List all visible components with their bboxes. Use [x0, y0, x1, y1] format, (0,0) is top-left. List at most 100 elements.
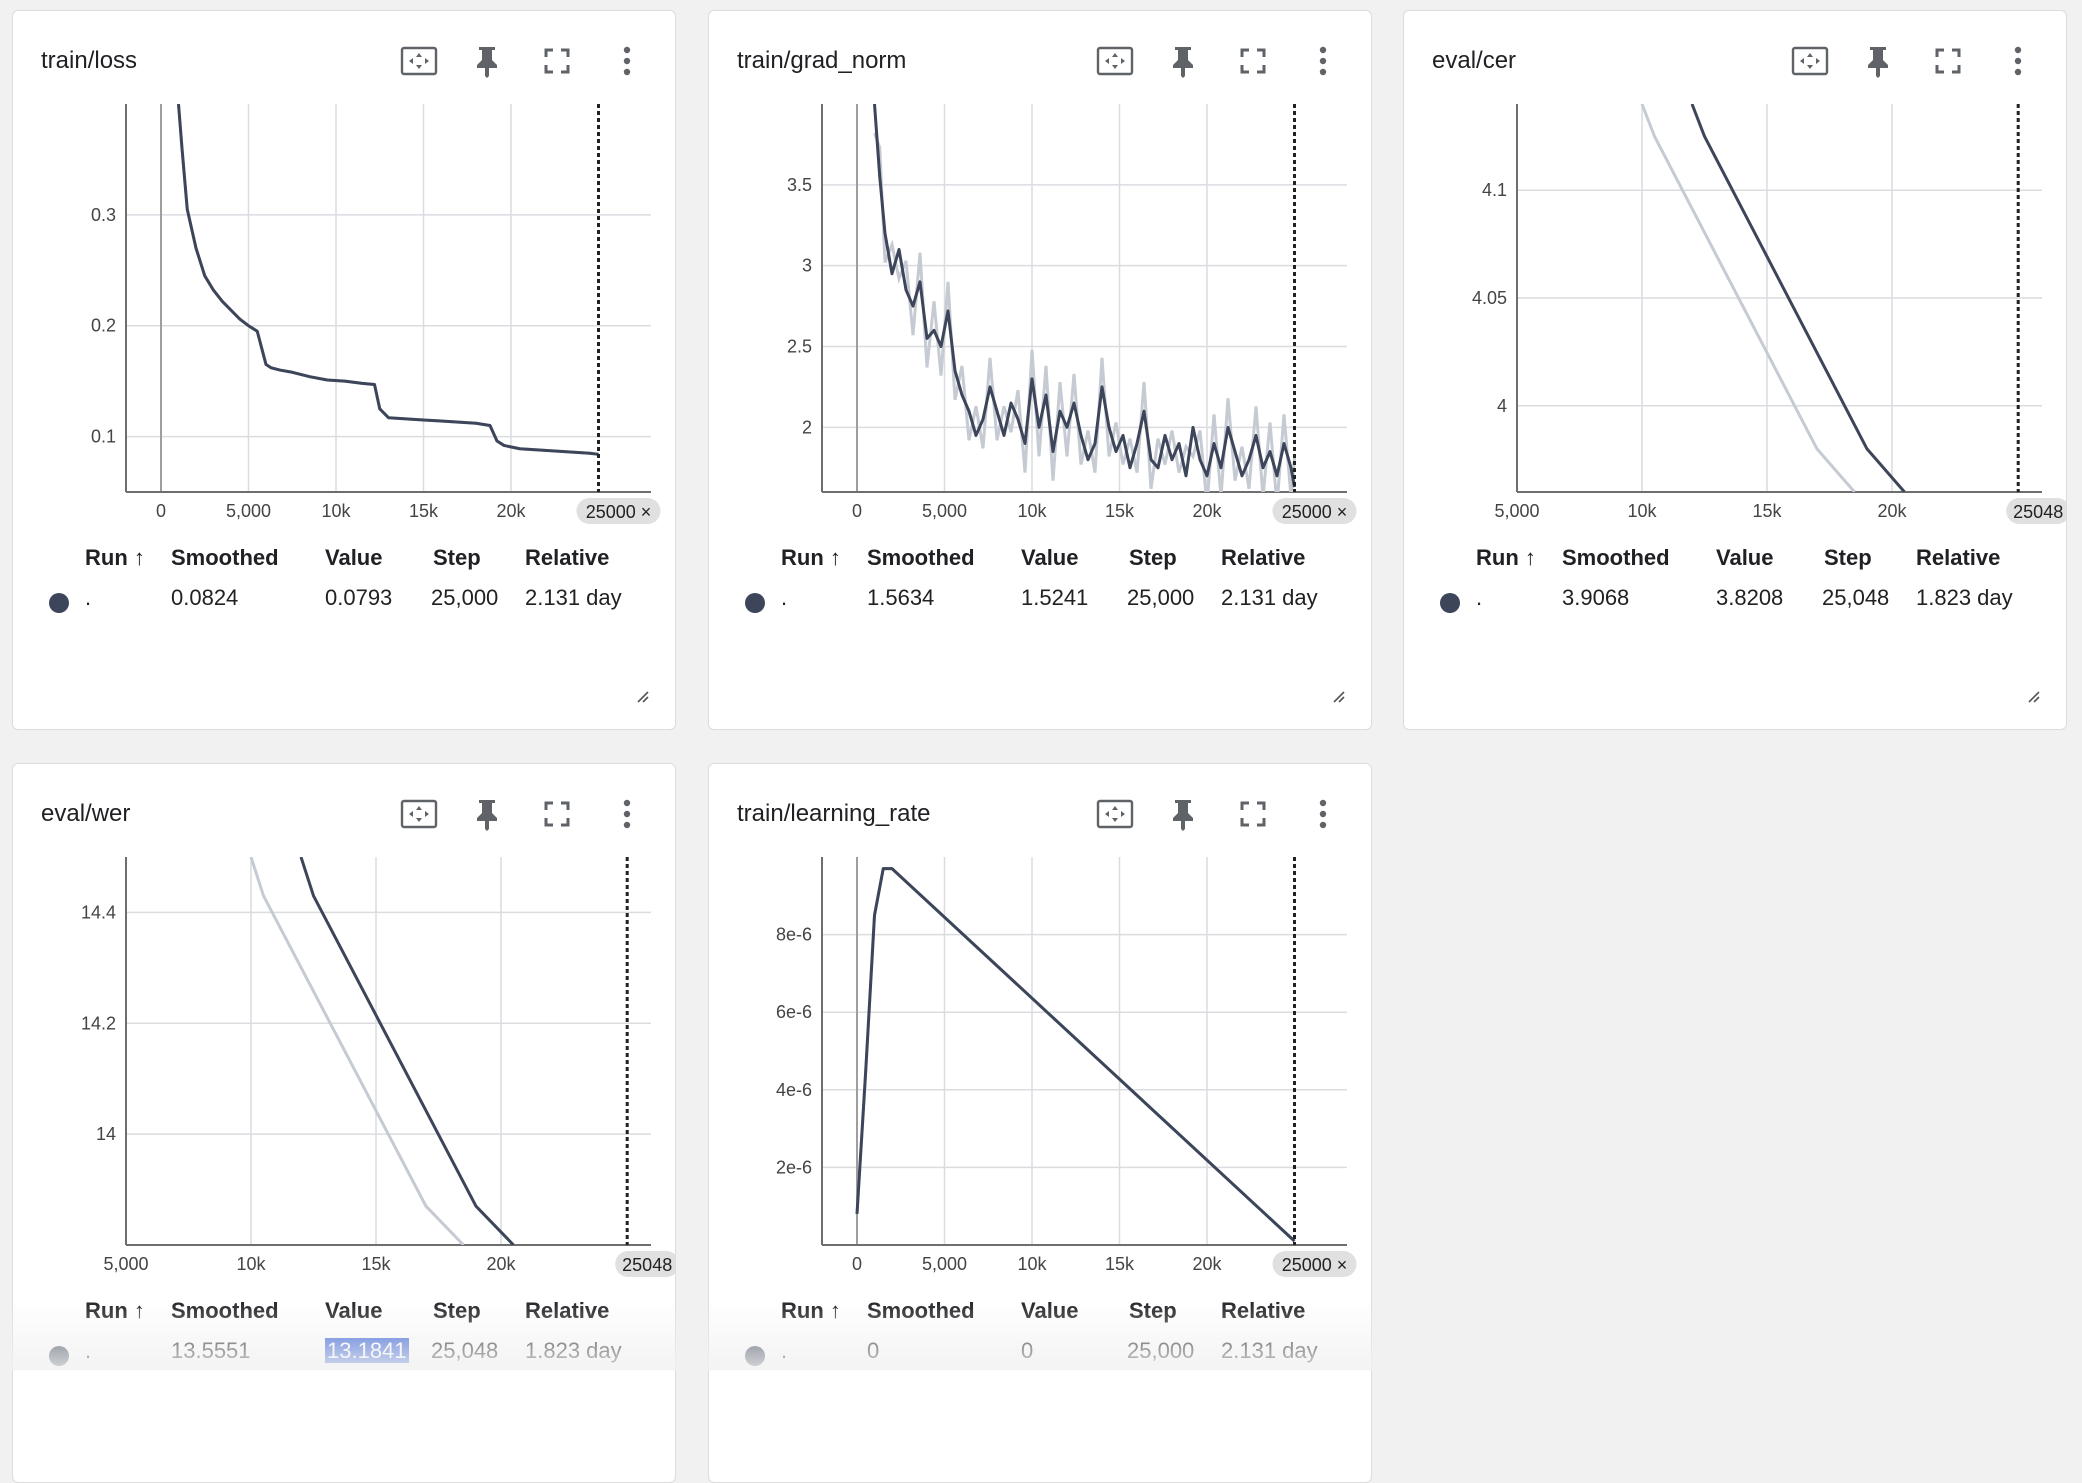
card-title: train/grad_norm [737, 47, 907, 74]
more-vert-icon[interactable] [1301, 39, 1345, 83]
fullscreen-icon[interactable] [535, 792, 579, 836]
header-relative[interactable]: Relative [525, 1298, 610, 1323]
header-step[interactable]: Step [433, 1298, 481, 1323]
step-marker-label: 25048 [622, 1255, 672, 1275]
header-run[interactable]: Run ↑ [781, 1298, 841, 1323]
series-raw-line [1640, 104, 1856, 492]
fit-domain-icon[interactable] [1093, 792, 1137, 836]
y-tick-label: 4 [1497, 396, 1507, 416]
x-tick-label: 20k [1877, 501, 1907, 521]
header-relative[interactable]: Relative [1916, 545, 2001, 570]
header-value[interactable]: Value [325, 1298, 383, 1323]
y-tick-label: 8e-6 [776, 925, 812, 945]
series-smoothed-line [873, 104, 1296, 488]
selected-value-text[interactable]: 13.1841 [325, 1338, 409, 1363]
header-smoothed[interactable]: Smoothed [867, 545, 975, 570]
header-value[interactable]: Value [1021, 1298, 1079, 1323]
card-train-grad-norm: train/grad_norm 0 5,000 10k 15k 20k 2 2.5 3 3.5 2… [708, 10, 1372, 730]
pin-icon[interactable] [1161, 39, 1205, 83]
header-run[interactable]: Run ↑ [85, 1298, 145, 1323]
x-tick-label: 5,000 [103, 1254, 148, 1274]
pin-icon[interactable] [1856, 39, 1900, 83]
chart-train-grad-norm[interactable]: 0 5,000 10k 15k 20k 2 2.5 3 3.5 25000 × [709, 99, 1372, 539]
cell-run: . [781, 1338, 788, 1363]
cell-step: 25,000 [1127, 1338, 1195, 1363]
x-tick-label: 10k [321, 501, 351, 521]
run-color-dot [745, 1346, 765, 1366]
more-vert-icon[interactable] [1301, 792, 1345, 836]
resize-handle-icon[interactable] [2026, 689, 2040, 703]
fullscreen-icon[interactable] [1231, 792, 1275, 836]
fit-domain-icon[interactable] [1788, 39, 1832, 83]
series-smoothed-line [299, 857, 515, 1245]
header-step[interactable]: Step [1129, 545, 1177, 570]
chart-train-learning-rate[interactable]: 0 5,000 10k 15k 20k 2e-6 4e-6 6e-6 8e-6 25000 × [709, 852, 1372, 1292]
y-tick-label: 14 [96, 1124, 116, 1144]
cell-relative: 1.823 day [525, 1338, 622, 1363]
x-tick-label: 0 [852, 1254, 862, 1274]
header-step[interactable]: Step [433, 545, 481, 570]
header-smoothed[interactable]: Smoothed [867, 1298, 975, 1323]
step-marker-chip[interactable]: 25048 [2006, 498, 2067, 524]
x-tick-label: 5,000 [922, 501, 967, 521]
more-vert-icon[interactable] [605, 39, 649, 83]
header-run[interactable]: Run ↑ [85, 545, 145, 570]
cell-smoothed: 0.0824 [171, 585, 239, 610]
run-color-dot [49, 1346, 69, 1366]
chart-eval-wer[interactable]: 5,000 10k 15k 20k 14 14.2 14.4 25048 [13, 852, 676, 1292]
resize-handle-icon[interactable] [635, 689, 649, 703]
resize-handle-icon[interactable] [1331, 689, 1345, 703]
more-vert-icon[interactable] [1996, 39, 2040, 83]
header-step[interactable]: Step [1824, 545, 1872, 570]
fit-domain-icon[interactable] [397, 792, 441, 836]
header-step[interactable]: Step [1129, 1298, 1177, 1323]
cell-step: 25,000 [1127, 585, 1195, 610]
cell-relative: 2.131 day [1221, 1338, 1318, 1363]
pin-icon[interactable] [465, 39, 509, 83]
fullscreen-icon[interactable] [535, 39, 579, 83]
header-value[interactable]: Value [325, 545, 383, 570]
cell-run: . [781, 585, 788, 610]
fit-domain-icon[interactable] [397, 39, 441, 83]
card-title: eval/cer [1432, 47, 1517, 74]
header-smoothed[interactable]: Smoothed [171, 1298, 279, 1323]
step-marker-chip[interactable]: 25000 × [1272, 1251, 1357, 1277]
card-train-loss: train/loss 0 5,000 10k 15k 20k 0.1 0.2 0.3 25000… [12, 10, 676, 730]
header-run[interactable]: Run ↑ [1476, 545, 1536, 570]
header-value[interactable]: Value [1716, 545, 1774, 570]
y-tick-label: 2.5 [787, 337, 812, 357]
header-relative[interactable]: Relative [1221, 545, 1306, 570]
y-tick-label: 4.05 [1472, 288, 1507, 308]
x-tick-label: 10k [1017, 501, 1047, 521]
cell-step: 25,048 [431, 1338, 499, 1363]
fullscreen-icon[interactable] [1926, 39, 1970, 83]
step-marker-label: 25000 × [586, 502, 652, 522]
y-tick-label: 4e-6 [776, 1080, 812, 1100]
header-value[interactable]: Value [1021, 545, 1079, 570]
cell-value: 0 [1021, 1338, 1034, 1363]
header-smoothed[interactable]: Smoothed [1562, 545, 1670, 570]
step-marker-chip[interactable]: 25048 [615, 1251, 676, 1277]
run-color-dot [1440, 593, 1460, 613]
more-vert-icon[interactable] [605, 792, 649, 836]
y-tick-label: 14.2 [81, 1013, 116, 1033]
series-smoothed-line [177, 104, 599, 456]
chart-train-loss[interactable]: 0 5,000 10k 15k 20k 0.1 0.2 0.3 25000 × [13, 99, 676, 539]
header-run[interactable]: Run ↑ [781, 545, 841, 570]
fullscreen-icon[interactable] [1231, 39, 1275, 83]
header-relative[interactable]: Relative [1221, 1298, 1306, 1323]
pin-icon[interactable] [465, 792, 509, 836]
cell-smoothed: 1.5634 [867, 585, 935, 610]
fit-domain-icon[interactable] [1093, 39, 1137, 83]
header-smoothed[interactable]: Smoothed [171, 545, 279, 570]
header-relative[interactable]: Relative [525, 545, 610, 570]
step-marker-chip[interactable]: 25000 × [576, 498, 661, 524]
pin-icon[interactable] [1161, 792, 1205, 836]
x-tick-label: 20k [1192, 1254, 1222, 1274]
x-tick-label: 0 [156, 501, 166, 521]
chart-eval-cer[interactable]: 5,000 10k 15k 20k 4 4.05 4.1 25048 [1404, 99, 2067, 539]
x-tick-label: 5,000 [226, 501, 271, 521]
step-marker-label: 25048 [2013, 502, 2063, 522]
series-smoothed-line [855, 867, 1296, 1243]
step-marker-chip[interactable]: 25000 × [1272, 498, 1357, 524]
